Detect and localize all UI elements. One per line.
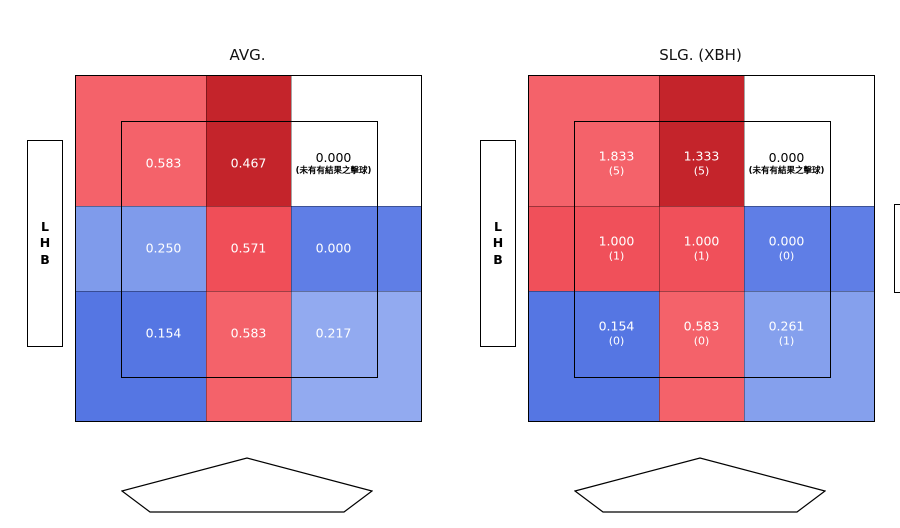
- zone-xbh-count: (0): [608, 334, 625, 348]
- zone-cell: [659, 76, 744, 206]
- slg-xbh-chart: SLG. (XBH) L H B 1.833 (5) 1.333 (5): [453, 0, 900, 528]
- zone-value: 1.000: [598, 232, 635, 248]
- zone-cell: [76, 291, 206, 421]
- zone-cell: [659, 291, 744, 421]
- home-plate-icon: [574, 457, 826, 513]
- zone-value: 1.000: [683, 232, 720, 248]
- zone-cell: [291, 291, 421, 421]
- zone-label: 0.000 (未有有結果之擊球): [296, 150, 372, 178]
- zone-cell: [206, 76, 291, 206]
- zone-value: 0.467: [230, 155, 267, 171]
- batter-letter: H: [39, 235, 51, 251]
- batter-letter: B: [40, 251, 50, 267]
- zone-cell: [206, 206, 291, 291]
- zone-xbh-count: (1): [608, 249, 625, 263]
- zone-value: 0.583: [683, 317, 720, 333]
- zone-label: 0.000: [316, 240, 352, 257]
- zone-label: 0.000 (0): [769, 233, 805, 264]
- zone-label: 1.000 (1): [684, 233, 720, 264]
- batter-side-box: L H B: [27, 140, 63, 347]
- cropped-neighbor-box: [894, 204, 900, 293]
- zone-cell: [529, 76, 659, 206]
- zone-value: 0.217: [315, 325, 352, 341]
- zone-xbh-count: (1): [778, 334, 795, 348]
- zone-value: 0.583: [145, 155, 182, 171]
- zone-labels: 0.583 0.467 0.000 (未有有結果之擊球) 0.250 0.571 …: [76, 76, 421, 421]
- batter-side-box: L H B: [480, 140, 516, 347]
- zone-label: 0.583: [231, 325, 267, 342]
- zone-label: 0.250: [146, 240, 182, 257]
- zone-no-result-note: (未有有結果之擊球): [295, 166, 372, 177]
- zone-cell: [529, 206, 659, 291]
- zone-xbh-count: (5): [693, 164, 710, 178]
- zone-label: 0.154: [146, 325, 182, 342]
- zone-value: 0.154: [145, 325, 182, 341]
- zone-value: 1.833: [598, 147, 635, 163]
- zone-xbh-count: (0): [778, 249, 795, 263]
- zone-value: 0.261: [768, 317, 805, 333]
- zone-label: 0.154 (0): [599, 318, 635, 349]
- zone-grid: 1.833 (5) 1.333 (5) 0.000 (未有有結果之擊球) 1.000(…: [528, 75, 875, 422]
- zone-xbh-count: (0): [693, 334, 710, 348]
- zone-cell: [206, 291, 291, 421]
- zone-value: 1.333: [683, 147, 720, 163]
- zone-cell: [529, 291, 659, 421]
- zone-label: 0.000 (未有有結果之擊球): [749, 150, 825, 178]
- zone-value: 0.571: [230, 240, 267, 256]
- home-plate-icon: [121, 457, 373, 513]
- zone-cell: [291, 206, 421, 291]
- zone-value: 0.154: [598, 317, 635, 333]
- zone-labels: 1.833 (5) 1.333 (5) 0.000 (未有有結果之擊球) 1.000(…: [529, 76, 874, 421]
- zone-label: 1.333 (5): [684, 148, 720, 179]
- zone-value: 0.000: [315, 240, 352, 256]
- zone-value: 0.250: [145, 240, 182, 256]
- zone-cell: [76, 206, 206, 291]
- zone-value: 0.583: [230, 325, 267, 341]
- zone-cell: [291, 76, 421, 206]
- zone-label: 1.833 (5): [599, 148, 635, 179]
- zone-cell: [744, 76, 874, 206]
- zone-label: 0.583: [146, 155, 182, 172]
- batter-letter: H: [492, 235, 504, 251]
- zone-label: 0.583 (0): [684, 318, 720, 349]
- chart-title: SLG. (XBH): [659, 46, 742, 64]
- zone-xbh-count: (5): [608, 164, 625, 178]
- batter-letter: L: [494, 218, 502, 234]
- zone-grid: 0.583 0.467 0.000 (未有有結果之擊球) 0.250 0.571 …: [75, 75, 422, 422]
- zone-value: 0.000: [768, 149, 805, 165]
- zone-label: 1.000 (1): [599, 233, 635, 264]
- zone-cell: [744, 206, 874, 291]
- zone-value: 0.000: [315, 149, 352, 165]
- zone-label: 0.467: [231, 155, 267, 172]
- batter-letter: L: [41, 218, 49, 234]
- zone-cell: [76, 76, 206, 206]
- zone-label: 0.571: [231, 240, 267, 257]
- avg-chart: AVG. L H B 0.583 0.467 0.000 (未有有結: [27, 46, 422, 513]
- zone-cell: [659, 206, 744, 291]
- batter-letter: B: [493, 251, 503, 267]
- chart-title: AVG.: [229, 46, 266, 64]
- zone-no-result-note: (未有有結果之擊球): [748, 166, 825, 177]
- zone-value: 0.000: [768, 232, 805, 248]
- zone-label: 0.261 (1): [769, 318, 805, 349]
- zone-cell: [744, 291, 874, 421]
- zone-label: 0.217: [316, 325, 352, 342]
- zone-xbh-count: (1): [693, 249, 710, 263]
